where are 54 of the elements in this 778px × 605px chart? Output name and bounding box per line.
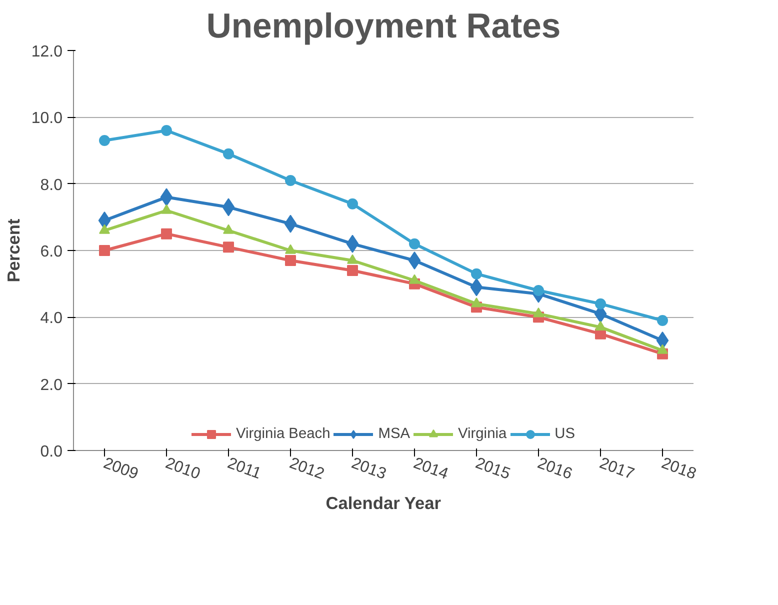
x-tick-label: 2011 bbox=[225, 454, 264, 483]
y-tick-label: 10.0 bbox=[31, 110, 63, 128]
y-axis-title: Percent bbox=[3, 218, 24, 282]
point bbox=[471, 298, 482, 308]
point bbox=[284, 214, 297, 233]
x-tick-label: 2014 bbox=[411, 454, 450, 484]
point bbox=[471, 268, 482, 280]
point bbox=[223, 148, 234, 160]
x-tick-label: 2017 bbox=[597, 454, 636, 484]
point bbox=[347, 265, 358, 276]
point bbox=[595, 298, 606, 310]
x-tick-label: 2016 bbox=[535, 454, 574, 484]
y-tick-label: 8.0 bbox=[40, 176, 63, 194]
x-tick-label: 2009 bbox=[101, 454, 140, 484]
point bbox=[223, 224, 234, 234]
point bbox=[347, 198, 358, 210]
point bbox=[408, 252, 421, 270]
y-tick-label: 4.0 bbox=[40, 310, 63, 328]
legend-label: Virginia bbox=[458, 426, 507, 442]
x-tick-label: 2015 bbox=[473, 454, 512, 484]
y-tick-label: 0.0 bbox=[40, 444, 63, 460]
x-tick-label: 2018 bbox=[659, 454, 698, 484]
point bbox=[285, 255, 296, 266]
point bbox=[285, 175, 296, 186]
x-tick-label: 2012 bbox=[287, 454, 326, 484]
point bbox=[409, 274, 420, 284]
point bbox=[347, 254, 358, 264]
x-tick-label: 2010 bbox=[163, 454, 202, 484]
legend-label: Virginia Beach bbox=[236, 426, 330, 442]
legend-label: MSA bbox=[378, 426, 410, 442]
point bbox=[99, 224, 110, 234]
y-tick-label: 6.0 bbox=[40, 244, 63, 260]
point bbox=[657, 315, 668, 326]
point bbox=[99, 245, 110, 256]
point bbox=[470, 278, 483, 296]
point bbox=[161, 125, 172, 136]
point bbox=[161, 228, 172, 240]
point bbox=[223, 242, 234, 253]
point bbox=[409, 238, 420, 250]
point bbox=[161, 204, 172, 214]
point bbox=[595, 320, 606, 331]
y-tick-label: 12.0 bbox=[31, 44, 63, 60]
point bbox=[99, 135, 110, 146]
point bbox=[160, 188, 173, 206]
point bbox=[657, 344, 668, 354]
point bbox=[533, 308, 544, 318]
y-tick-label: 2.0 bbox=[40, 376, 63, 394]
x-axis-title: Calendar Year bbox=[326, 492, 442, 513]
chart-title: Unemployment Rates bbox=[206, 8, 561, 46]
x-tick-label: 2013 bbox=[349, 454, 388, 484]
point bbox=[222, 198, 235, 216]
point bbox=[285, 244, 296, 254]
legend-label: US bbox=[554, 426, 576, 442]
point bbox=[346, 234, 359, 253]
